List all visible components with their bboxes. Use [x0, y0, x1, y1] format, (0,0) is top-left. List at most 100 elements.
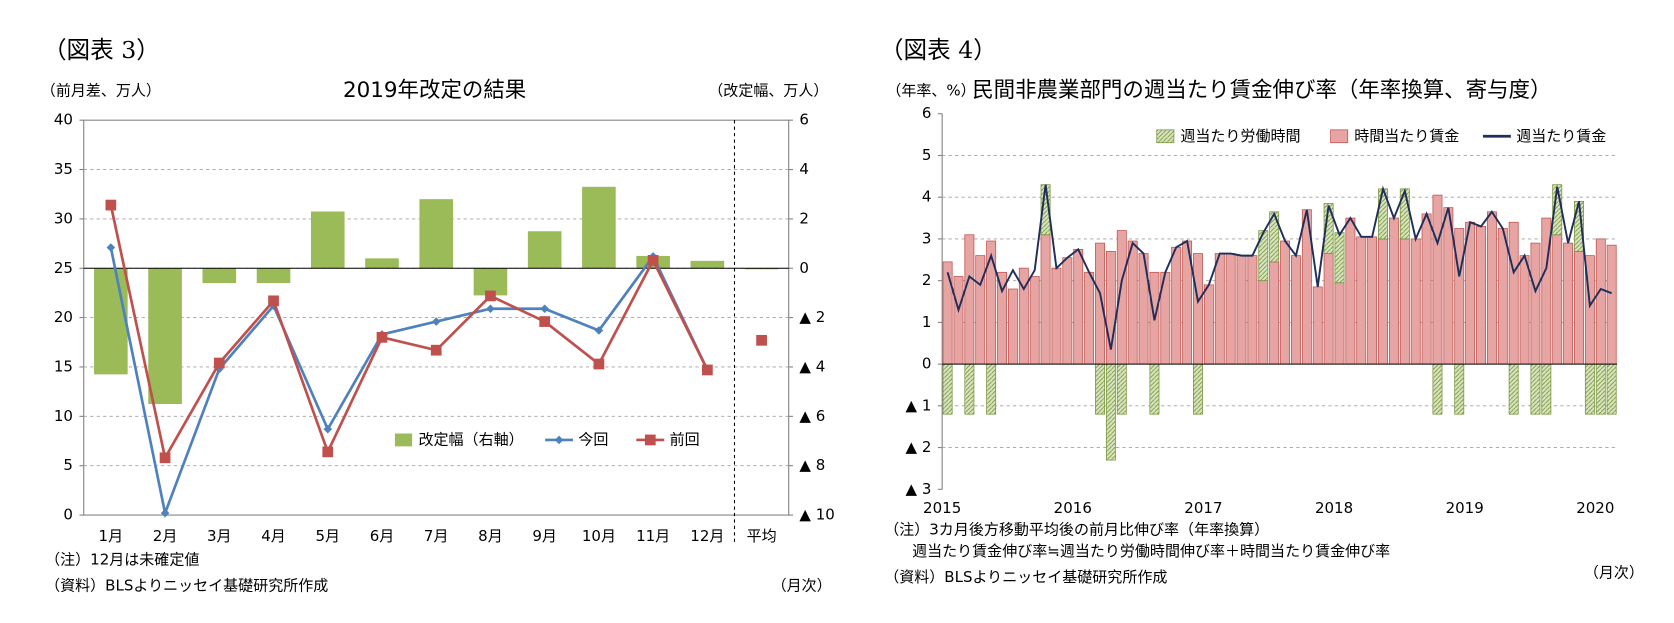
bar: [1116, 363, 1127, 415]
y-tick-label: 0: [63, 506, 73, 524]
marker: [430, 344, 442, 356]
marker: [593, 358, 605, 370]
legend-swatch: [394, 433, 413, 447]
x-tick-label: 3月: [207, 527, 232, 545]
bar: [1051, 267, 1062, 365]
bar: [202, 268, 237, 284]
bar: [986, 363, 997, 415]
bar: [1606, 363, 1617, 415]
line: [946, 184, 1612, 350]
bar: [1356, 236, 1367, 365]
bar: [1095, 363, 1105, 415]
bar: [1203, 284, 1214, 365]
bar: [256, 268, 291, 284]
x-tick-label: 7月: [424, 527, 449, 545]
bar: [1508, 221, 1519, 365]
y-tick-label: ▲ 2: [906, 438, 932, 456]
x-tick-label: 2015: [923, 499, 961, 517]
bar: [1486, 211, 1497, 365]
y-tick-label: 20: [54, 308, 73, 326]
bar: [1595, 238, 1606, 365]
bar: [1454, 363, 1465, 415]
bar: [419, 199, 454, 269]
y-tick-label: 6: [922, 104, 932, 122]
y2-tick-label: 4: [799, 160, 809, 178]
y2-axis-label: （改定幅、万人）: [708, 82, 828, 100]
y-tick-label: 30: [54, 209, 73, 227]
bar: [942, 261, 953, 365]
bar: [310, 211, 345, 269]
marker: [213, 357, 225, 369]
marker: [376, 331, 388, 343]
x-unit: （月次）: [1584, 563, 1644, 581]
note: （資料）BLSよりニッセイ基礎研究所作成: [884, 568, 1167, 586]
bar: [1095, 242, 1105, 365]
bar: [582, 186, 616, 269]
legend-swatch: [1156, 129, 1175, 144]
bar: [1127, 240, 1138, 365]
bar: [1584, 363, 1595, 415]
marker: [756, 334, 767, 346]
marker: [268, 295, 279, 307]
y2-tick-label: ▲ 6: [799, 407, 825, 425]
marker: [540, 304, 549, 314]
bar: [1171, 246, 1182, 365]
line: [109, 204, 709, 462]
x-tick-label: 2017: [1184, 499, 1222, 517]
bar: [1040, 234, 1051, 365]
x-tick-label: 12月: [690, 527, 724, 545]
marker: [647, 254, 659, 266]
bar: [1421, 213, 1432, 365]
legend-label: 時間当たり賃金: [1354, 127, 1459, 145]
x-tick-label: 2020: [1576, 499, 1614, 517]
bar: [1334, 282, 1345, 365]
bar: [1552, 234, 1563, 365]
title: 2019年改定の結果: [343, 78, 526, 103]
x-tick-label: 6月: [370, 527, 395, 545]
y-axis-label: （年率、%）: [886, 82, 975, 100]
x-tick-label: 10月: [582, 527, 616, 545]
bar: [1280, 240, 1291, 365]
bar: [1465, 221, 1476, 365]
bar: [1345, 217, 1356, 365]
x-tick-label: 2月: [153, 527, 178, 545]
marker: [322, 446, 334, 458]
bar: [1519, 255, 1530, 365]
marker: [323, 424, 333, 434]
y-tick-label: 0: [922, 355, 932, 373]
marker: [594, 326, 604, 335]
bar: [964, 234, 975, 365]
bar: [148, 268, 182, 404]
y2-tick-label: 0: [799, 259, 809, 277]
bar: [1269, 211, 1280, 263]
legend-label: 週当たり労働時間: [1180, 127, 1300, 145]
bar: [1084, 271, 1095, 365]
y2-tick-label: ▲ 8: [799, 456, 825, 474]
bar: [1410, 238, 1421, 365]
marker: [105, 199, 117, 211]
legend-marker: [644, 434, 656, 446]
y-tick-label: 1: [922, 313, 932, 331]
x-tick-label: 11月: [636, 527, 670, 545]
bar: [1334, 232, 1345, 284]
bar: [1149, 363, 1160, 415]
note: （注）3カ月後方移動平均後の前月比伸び率（年率換算）: [884, 521, 1269, 539]
bar: [1574, 251, 1584, 365]
bar: [527, 231, 562, 269]
bar: [1323, 203, 1334, 254]
x-tick-label: 4月: [261, 527, 286, 545]
y-tick-label: ▲ 1: [906, 396, 932, 414]
bar: [1236, 255, 1247, 365]
bar: [94, 268, 128, 375]
x-tick-label: 平均: [747, 527, 777, 545]
figure-label: （図表 3）: [43, 36, 160, 64]
bar: [1606, 244, 1617, 365]
y-tick-label: 40: [54, 111, 73, 129]
marker: [160, 508, 170, 518]
marker: [485, 290, 496, 302]
note: （資料）BLSよりニッセイ基礎研究所作成: [45, 576, 328, 594]
bar: [1530, 363, 1541, 415]
bar: [1595, 363, 1606, 415]
bar: [1214, 253, 1225, 365]
